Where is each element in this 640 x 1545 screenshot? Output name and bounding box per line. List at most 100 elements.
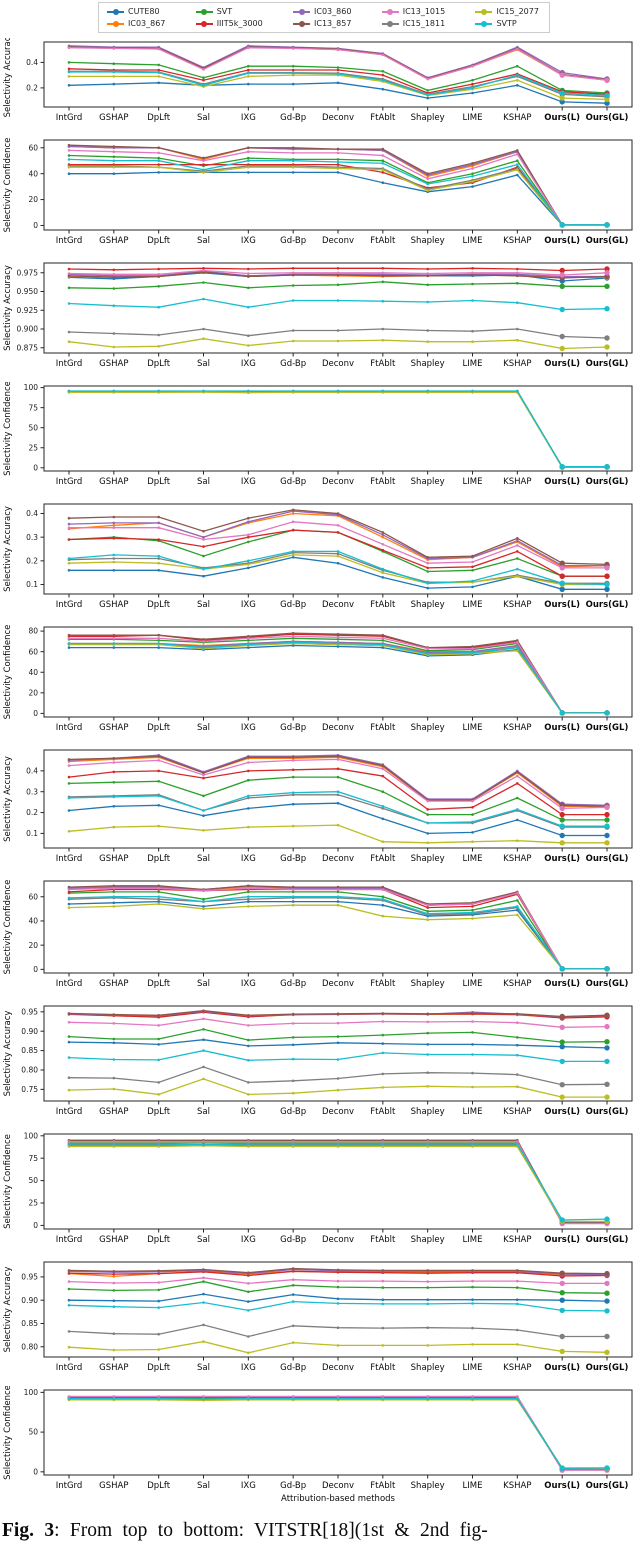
line-chart-2: 0 20 40 60 IntGrd GSHAP DpLft Sal IXG Gd-Bp Deconv… bbox=[3, 138, 633, 246]
caption-tag: Fig. 3 bbox=[2, 1520, 55, 1541]
line-chart-7: 0.1 0.2 0.3 0.4 IntGrd GSHAP DpLft Sal IXG Gd-Bp D… bbox=[3, 749, 633, 864]
legend-item: IC15_1811 bbox=[381, 18, 446, 29]
caption-text: : From top to bottom: VITSTR[18](1st & 2… bbox=[54, 1520, 488, 1541]
svg-text:Gd-Bp: Gd-Bp bbox=[280, 1107, 306, 1117]
svg-text:Shapley: Shapley bbox=[411, 113, 445, 123]
line-chart-4: 0 25 50 75 100 IntGrd GSHAP DpLft Sal IXG Gd-Bp Dec… bbox=[3, 382, 633, 487]
svg-text:Deconv: Deconv bbox=[322, 477, 354, 487]
line-chart-9: 0.75 0.80 0.85 0.90 0.95 IntGrd GSHAP DpLft Sal I… bbox=[3, 1005, 633, 1117]
svg-text:IXG: IXG bbox=[241, 113, 256, 123]
svg-text:KSHAP: KSHAP bbox=[503, 236, 531, 246]
svg-text:FtAblt: FtAblt bbox=[370, 113, 396, 123]
svg-text:Gd-Bp: Gd-Bp bbox=[280, 854, 306, 864]
svg-text:IXG: IXG bbox=[241, 236, 256, 246]
svg-text:DpLft: DpLft bbox=[147, 1363, 171, 1373]
svg-text:Selectivity Confidence: Selectivity Confidence bbox=[3, 880, 13, 975]
svg-text:FtAblt: FtAblt bbox=[370, 477, 396, 487]
svg-text:Deconv: Deconv bbox=[322, 113, 354, 123]
svg-text:0.2: 0.2 bbox=[26, 556, 38, 565]
legend-item: IC03_867 bbox=[107, 18, 165, 29]
svg-text:KSHAP: KSHAP bbox=[503, 113, 531, 123]
svg-text:KSHAP: KSHAP bbox=[503, 600, 531, 610]
svg-text:50: 50 bbox=[28, 1428, 38, 1437]
svg-text:GSHAP: GSHAP bbox=[99, 600, 128, 610]
svg-text:Sal: Sal bbox=[197, 1235, 210, 1245]
legend-label: IC03_867 bbox=[128, 19, 166, 28]
svg-text:DpLft: DpLft bbox=[147, 1107, 171, 1117]
chart-legend: CUTE80 SVT IC03_860 IC13_1015 IC15_2077 IC03_… bbox=[98, 2, 550, 33]
svg-text:Ours(GL): Ours(GL) bbox=[586, 1107, 629, 1117]
svg-text:Shapley: Shapley bbox=[411, 979, 445, 989]
svg-text:KSHAP: KSHAP bbox=[503, 477, 531, 487]
svg-text:0.875: 0.875 bbox=[17, 343, 39, 352]
svg-text:DpLft: DpLft bbox=[147, 600, 171, 610]
legend-label: IC15_1811 bbox=[402, 19, 446, 28]
svg-text:25: 25 bbox=[28, 1199, 38, 1208]
svg-text:40: 40 bbox=[28, 668, 38, 677]
svg-text:IXG: IXG bbox=[241, 1235, 256, 1245]
svg-text:Selectivity Confidence: Selectivity Confidence bbox=[3, 138, 13, 233]
legend-marker-icon bbox=[381, 20, 399, 27]
svg-text:0.3: 0.3 bbox=[26, 787, 38, 796]
svg-text:Ours(L): Ours(L) bbox=[544, 1363, 580, 1373]
svg-text:0.2: 0.2 bbox=[26, 808, 38, 817]
svg-text:0: 0 bbox=[33, 709, 38, 718]
svg-text:Ours(GL): Ours(GL) bbox=[586, 1235, 629, 1245]
svg-text:Ours(GL): Ours(GL) bbox=[586, 979, 629, 989]
svg-text:IntGrd: IntGrd bbox=[56, 723, 83, 733]
svg-text:LIME: LIME bbox=[463, 723, 483, 733]
svg-text:LIME: LIME bbox=[463, 359, 483, 369]
svg-text:DpLft: DpLft bbox=[147, 477, 171, 487]
svg-text:100: 100 bbox=[24, 1131, 39, 1140]
legend-label: IC03_860 bbox=[314, 7, 352, 16]
svg-text:0.4: 0.4 bbox=[26, 766, 38, 775]
legend-label: CUTE80 bbox=[128, 7, 160, 16]
svg-text:Deconv: Deconv bbox=[322, 1363, 354, 1373]
legend-item: SVT bbox=[195, 6, 263, 17]
svg-text:0.85: 0.85 bbox=[21, 1046, 38, 1055]
svg-text:LIME: LIME bbox=[463, 1235, 483, 1245]
svg-text:IntGrd: IntGrd bbox=[56, 979, 83, 989]
svg-text:Gd-Bp: Gd-Bp bbox=[280, 600, 306, 610]
svg-text:0: 0 bbox=[33, 1467, 38, 1476]
svg-text:Ours(GL): Ours(GL) bbox=[586, 359, 629, 369]
line-chart-1: 0.2 0.4 IntGrd GSHAP DpLft Sal IXG Gd-Bp Deconv F… bbox=[3, 38, 633, 123]
svg-text:Gd-Bp: Gd-Bp bbox=[280, 477, 306, 487]
svg-text:Selectivity Confidence: Selectivity Confidence bbox=[3, 382, 13, 476]
legend-item: IC13_1015 bbox=[381, 6, 445, 17]
svg-text:Deconv: Deconv bbox=[322, 359, 354, 369]
svg-text:60: 60 bbox=[28, 892, 38, 901]
svg-text:Sal: Sal bbox=[197, 477, 210, 487]
svg-text:0: 0 bbox=[33, 221, 38, 230]
svg-text:GSHAP: GSHAP bbox=[99, 236, 128, 246]
svg-text:Gd-Bp: Gd-Bp bbox=[280, 359, 306, 369]
svg-text:KSHAP: KSHAP bbox=[503, 1107, 531, 1117]
svg-text:Shapley: Shapley bbox=[411, 1363, 445, 1373]
svg-text:DpLft: DpLft bbox=[147, 979, 171, 989]
svg-text:Deconv: Deconv bbox=[322, 1107, 354, 1117]
legend-label: IIIT5k_3000 bbox=[216, 19, 263, 28]
svg-text:Shapley: Shapley bbox=[411, 854, 445, 864]
svg-text:DpLft: DpLft bbox=[147, 1481, 171, 1491]
svg-text:Sal: Sal bbox=[197, 359, 210, 369]
svg-text:0.85: 0.85 bbox=[21, 1319, 38, 1328]
svg-text:80: 80 bbox=[28, 627, 38, 636]
legend-marker-icon bbox=[475, 20, 493, 27]
svg-text:IXG: IXG bbox=[241, 359, 256, 369]
line-chart-10: 0 25 50 75 100 IntGrd GSHAP DpLft Sal IXG Gd-Bp Dec… bbox=[3, 1131, 633, 1245]
figure-caption: Fig. 3: From top to bottom: VITSTR[18](1… bbox=[2, 1518, 638, 1543]
svg-text:0.950: 0.950 bbox=[17, 287, 39, 296]
svg-text:LIME: LIME bbox=[463, 979, 483, 989]
svg-text:Sal: Sal bbox=[197, 113, 210, 123]
svg-text:0.1: 0.1 bbox=[26, 829, 38, 838]
svg-text:GSHAP: GSHAP bbox=[99, 1363, 128, 1373]
svg-text:GSHAP: GSHAP bbox=[99, 359, 128, 369]
svg-text:Deconv: Deconv bbox=[322, 723, 354, 733]
svg-text:Shapley: Shapley bbox=[411, 1481, 445, 1491]
svg-text:Gd-Bp: Gd-Bp bbox=[280, 236, 306, 246]
svg-text:LIME: LIME bbox=[463, 1481, 483, 1491]
line-chart-6: 0 20 40 60 80 IntGrd GSHAP DpLft Sal IXG Gd-Bp Deco… bbox=[3, 625, 633, 733]
svg-text:IntGrd: IntGrd bbox=[56, 477, 83, 487]
svg-text:Selectivity Accuracy: Selectivity Accuracy bbox=[3, 265, 13, 351]
legend-item: IC15_2077 bbox=[475, 6, 539, 17]
